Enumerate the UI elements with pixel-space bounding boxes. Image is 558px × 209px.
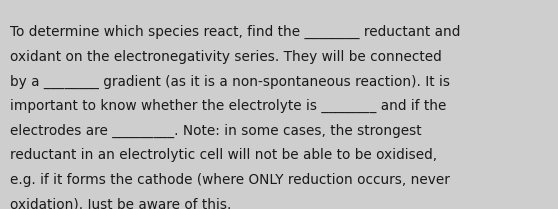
Text: by a ________ gradient (as it is a non-spontaneous reaction). It is: by a ________ gradient (as it is a non-s…: [10, 74, 450, 89]
Text: e.g. if it forms the cathode (where ONLY reduction occurs, never: e.g. if it forms the cathode (where ONLY…: [10, 173, 450, 187]
Text: oxidation). Just be aware of this.: oxidation). Just be aware of this.: [10, 198, 232, 209]
Text: important to know whether the electrolyte is ________ and if the: important to know whether the electrolyt…: [10, 99, 446, 113]
Text: oxidant on the electronegativity series. They will be connected: oxidant on the electronegativity series.…: [10, 50, 442, 64]
Text: To determine which species react, find the ________ reductant and: To determine which species react, find t…: [10, 25, 460, 39]
Text: reductant in an electrolytic cell will not be able to be oxidised,: reductant in an electrolytic cell will n…: [10, 148, 437, 162]
Text: electrodes are _________. Note: in some cases, the strongest: electrodes are _________. Note: in some …: [10, 124, 422, 138]
